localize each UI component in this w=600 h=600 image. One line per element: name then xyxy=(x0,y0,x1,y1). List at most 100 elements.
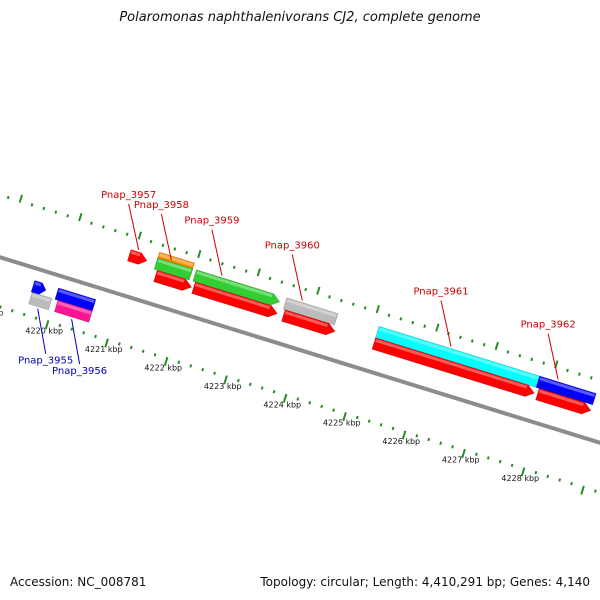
lower-minor-tick xyxy=(129,345,133,350)
gene-highlight xyxy=(286,299,337,318)
gene-label: Pnap_3961 xyxy=(413,286,468,297)
gene-arrow xyxy=(191,281,278,318)
lower-minor-tick xyxy=(320,404,324,409)
gene-label-leader xyxy=(547,333,559,380)
upper-minor-tick xyxy=(363,306,367,310)
gene-highlight xyxy=(539,377,595,397)
lower-minor-tick xyxy=(474,452,478,456)
upper-minor-tick xyxy=(589,376,593,380)
lower-minor-tick xyxy=(415,434,419,438)
upper-minor-tick xyxy=(30,203,34,207)
scale-tick-label: 4223 kbp xyxy=(204,382,242,391)
gene-arrow xyxy=(281,309,336,336)
scale-tick-label: 4228 kbp xyxy=(501,474,539,483)
lower-minor-tick xyxy=(22,312,26,317)
lower-minor-tick xyxy=(308,401,312,405)
lower-minor-tick xyxy=(236,378,240,383)
lower-minor-tick xyxy=(213,371,216,376)
lower-major-tick xyxy=(342,412,347,422)
gene-highlight xyxy=(284,311,328,327)
gene-arrow xyxy=(30,280,47,295)
lower-minor-tick xyxy=(439,441,443,445)
lower-minor-tick xyxy=(451,445,454,449)
gene-label: Pnap_3955 xyxy=(18,356,73,367)
lower-major-tick xyxy=(401,430,407,440)
lower-minor-tick xyxy=(367,419,371,423)
upper-minor-tick xyxy=(6,195,10,200)
lower-minor-tick xyxy=(153,353,157,357)
gene-body xyxy=(371,337,535,397)
lower-major-tick xyxy=(282,393,288,403)
scale-tick-label: 4219 kbp xyxy=(0,308,4,317)
gene-highlight xyxy=(130,250,141,257)
gene-body xyxy=(53,299,93,323)
lower-minor-tick xyxy=(177,360,181,364)
gene-body xyxy=(282,297,339,326)
gene-box xyxy=(282,297,339,326)
upper-major-tick xyxy=(197,249,202,259)
scale-tick-label: 4224 kbp xyxy=(263,400,301,409)
gene-arrow xyxy=(535,387,592,415)
gene-highlight xyxy=(194,283,271,310)
lower-minor-tick xyxy=(486,456,490,460)
gene-body xyxy=(28,291,53,311)
gene-body xyxy=(153,269,193,291)
gene-label: Pnap_3956 xyxy=(52,366,107,377)
gene-label: Pnap_3960 xyxy=(265,240,320,251)
lower-minor-tick xyxy=(248,382,252,387)
gene-label-leader xyxy=(128,203,140,250)
upper-major-tick xyxy=(78,213,83,222)
lower-major-tick xyxy=(520,467,526,477)
upper-minor-tick xyxy=(482,342,486,347)
gene-box xyxy=(535,375,597,406)
gene-box xyxy=(53,299,93,323)
lower-minor-tick xyxy=(94,334,97,339)
upper-major-tick xyxy=(375,305,380,314)
upper-minor-tick xyxy=(54,210,58,214)
upper-minor-tick xyxy=(304,287,308,292)
gene-highlight xyxy=(57,301,92,315)
gene-label-leader xyxy=(440,300,452,347)
lower-minor-tick xyxy=(34,316,38,320)
gene-label-leader xyxy=(160,213,172,261)
upper-minor-tick xyxy=(113,228,117,233)
upper-minor-tick xyxy=(268,276,272,281)
lower-minor-tick xyxy=(379,423,383,427)
lower-major-tick xyxy=(104,338,109,348)
gene-label: Pnap_3959 xyxy=(184,216,239,227)
gene-box xyxy=(375,325,541,388)
lower-major-tick xyxy=(461,448,466,459)
upper-minor-tick xyxy=(185,250,189,255)
gene-arrow xyxy=(371,337,535,397)
gene-label: Pnap_3957 xyxy=(101,190,156,201)
upper-minor-tick xyxy=(566,368,569,373)
gene-highlight xyxy=(196,271,273,298)
upper-minor-tick xyxy=(506,350,510,354)
gene-label: Pnap_3958 xyxy=(134,200,189,211)
gene-highlight xyxy=(378,327,539,380)
gene-body xyxy=(127,249,148,265)
gene-box xyxy=(153,257,194,281)
scale-tick-label: 4221 kbp xyxy=(85,345,123,354)
gene-body xyxy=(192,269,281,306)
upper-minor-tick xyxy=(244,269,248,273)
lower-minor-tick xyxy=(558,478,562,482)
upper-minor-tick xyxy=(232,265,236,270)
upper-minor-tick xyxy=(90,221,93,225)
genome-info-text: Topology: circular; Length: 4,410,291 bp… xyxy=(260,575,590,589)
gene-arrow xyxy=(127,249,148,265)
upper-minor-tick xyxy=(292,284,296,288)
lower-minor-tick xyxy=(0,305,2,309)
scale-tick-label: 4226 kbp xyxy=(382,437,420,446)
upper-minor-tick xyxy=(101,225,105,229)
lower-minor-tick xyxy=(355,415,359,420)
gene-highlight xyxy=(34,281,42,287)
gene-body xyxy=(281,309,336,336)
lower-minor-tick xyxy=(534,470,538,475)
upper-major-tick xyxy=(435,323,440,332)
lower-minor-tick xyxy=(201,367,205,372)
lower-minor-tick xyxy=(546,474,550,479)
upper-minor-tick xyxy=(577,372,581,376)
gene-body xyxy=(535,375,597,406)
